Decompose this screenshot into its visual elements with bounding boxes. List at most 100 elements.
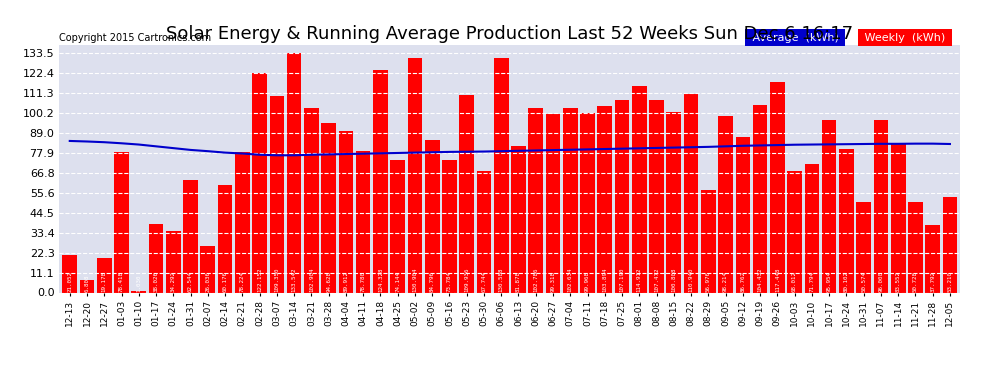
Bar xyxy=(62,255,77,292)
Bar xyxy=(287,53,301,292)
Bar xyxy=(908,201,923,292)
Bar xyxy=(269,96,284,292)
Bar xyxy=(252,74,267,292)
Bar xyxy=(752,105,767,292)
Text: 56.976: 56.976 xyxy=(706,271,711,292)
Bar xyxy=(563,108,577,292)
Bar xyxy=(476,171,491,292)
Bar xyxy=(459,95,474,292)
Bar xyxy=(805,164,819,292)
Text: 95.954: 95.954 xyxy=(827,271,832,292)
Text: 19.178: 19.178 xyxy=(102,271,107,292)
Bar xyxy=(443,160,456,292)
Bar xyxy=(873,120,888,292)
Text: 26.036: 26.036 xyxy=(205,271,210,292)
Text: 78.418: 78.418 xyxy=(119,271,124,292)
Text: 100.808: 100.808 xyxy=(671,267,676,292)
Text: 102.786: 102.786 xyxy=(534,267,539,292)
Bar xyxy=(942,197,957,292)
Text: 102.634: 102.634 xyxy=(567,267,573,292)
Bar xyxy=(218,184,233,292)
Text: 110.940: 110.940 xyxy=(689,267,694,292)
Bar xyxy=(494,58,509,292)
Text: 96.000: 96.000 xyxy=(878,271,883,292)
Text: 50.728: 50.728 xyxy=(913,271,918,292)
Text: 86.762: 86.762 xyxy=(741,271,745,292)
Text: Copyright 2015 Cartronics.com: Copyright 2015 Cartronics.com xyxy=(59,33,212,42)
Bar xyxy=(166,231,180,292)
Bar xyxy=(339,131,353,292)
Text: 122.152: 122.152 xyxy=(257,267,262,292)
Text: 84.796: 84.796 xyxy=(430,271,435,292)
Text: 124.328: 124.328 xyxy=(378,267,383,292)
Text: 83.552: 83.552 xyxy=(896,271,901,292)
Text: 6.808: 6.808 xyxy=(84,274,89,292)
Text: 80.102: 80.102 xyxy=(843,271,848,292)
Bar xyxy=(390,159,405,292)
Text: 1.030: 1.030 xyxy=(137,274,142,292)
Bar xyxy=(822,120,837,292)
Text: 130.904: 130.904 xyxy=(413,267,418,292)
Bar xyxy=(891,142,906,292)
Bar xyxy=(719,116,733,292)
Text: Average  (kWh): Average (kWh) xyxy=(748,33,842,42)
Text: 99.318: 99.318 xyxy=(550,271,555,292)
Bar xyxy=(701,190,716,292)
Bar xyxy=(926,225,940,292)
Title: Solar Energy & Running Average Production Last 52 Weeks Sun Dec 6 16:17: Solar Energy & Running Average Productio… xyxy=(166,26,853,44)
Text: 109.936: 109.936 xyxy=(464,267,469,292)
Bar xyxy=(684,93,698,292)
Bar xyxy=(840,149,853,292)
Text: 53.210: 53.210 xyxy=(947,271,952,292)
Text: 71.794: 71.794 xyxy=(810,271,815,292)
Bar xyxy=(787,171,802,292)
Bar xyxy=(304,108,319,292)
Bar xyxy=(736,137,750,292)
Bar xyxy=(148,224,163,292)
Text: 81.878: 81.878 xyxy=(516,271,521,292)
Text: 89.912: 89.912 xyxy=(344,271,348,292)
Bar xyxy=(97,258,112,292)
Bar xyxy=(529,108,544,292)
Bar xyxy=(545,114,560,292)
Text: 78.780: 78.780 xyxy=(360,271,365,292)
Text: 62.544: 62.544 xyxy=(188,271,193,292)
Bar xyxy=(597,106,612,292)
Bar xyxy=(322,123,336,292)
Bar xyxy=(408,58,423,292)
Text: 74.144: 74.144 xyxy=(395,271,400,292)
Text: 68.012: 68.012 xyxy=(792,271,797,292)
Text: 73.784: 73.784 xyxy=(446,271,452,292)
Text: 103.894: 103.894 xyxy=(602,267,607,292)
Bar xyxy=(425,140,440,292)
Text: 107.472: 107.472 xyxy=(654,267,659,292)
Bar xyxy=(79,280,94,292)
Bar xyxy=(856,202,871,292)
Text: 109.350: 109.350 xyxy=(274,267,279,292)
Text: 38.026: 38.026 xyxy=(153,271,158,292)
Bar xyxy=(615,100,630,292)
Bar xyxy=(235,152,249,292)
Bar xyxy=(183,180,198,292)
Text: 102.904: 102.904 xyxy=(309,267,314,292)
Text: 133.542: 133.542 xyxy=(292,267,297,292)
Bar xyxy=(373,69,388,292)
Bar xyxy=(201,246,215,292)
Text: 117.448: 117.448 xyxy=(775,267,780,292)
Bar xyxy=(666,112,681,292)
Text: 94.628: 94.628 xyxy=(326,271,331,292)
Text: 21.052: 21.052 xyxy=(67,271,72,292)
Text: 104.432: 104.432 xyxy=(757,267,762,292)
Text: 130.588: 130.588 xyxy=(499,267,504,292)
Bar xyxy=(355,151,370,292)
Bar xyxy=(580,113,595,292)
Bar xyxy=(114,152,129,292)
Text: 60.176: 60.176 xyxy=(223,271,228,292)
Text: 50.574: 50.574 xyxy=(861,271,866,292)
Text: 34.292: 34.292 xyxy=(171,271,176,292)
Bar xyxy=(770,82,785,292)
Text: 67.744: 67.744 xyxy=(481,271,486,292)
Bar xyxy=(132,291,147,292)
Text: 78.224: 78.224 xyxy=(240,271,245,292)
Text: 99.968: 99.968 xyxy=(585,271,590,292)
